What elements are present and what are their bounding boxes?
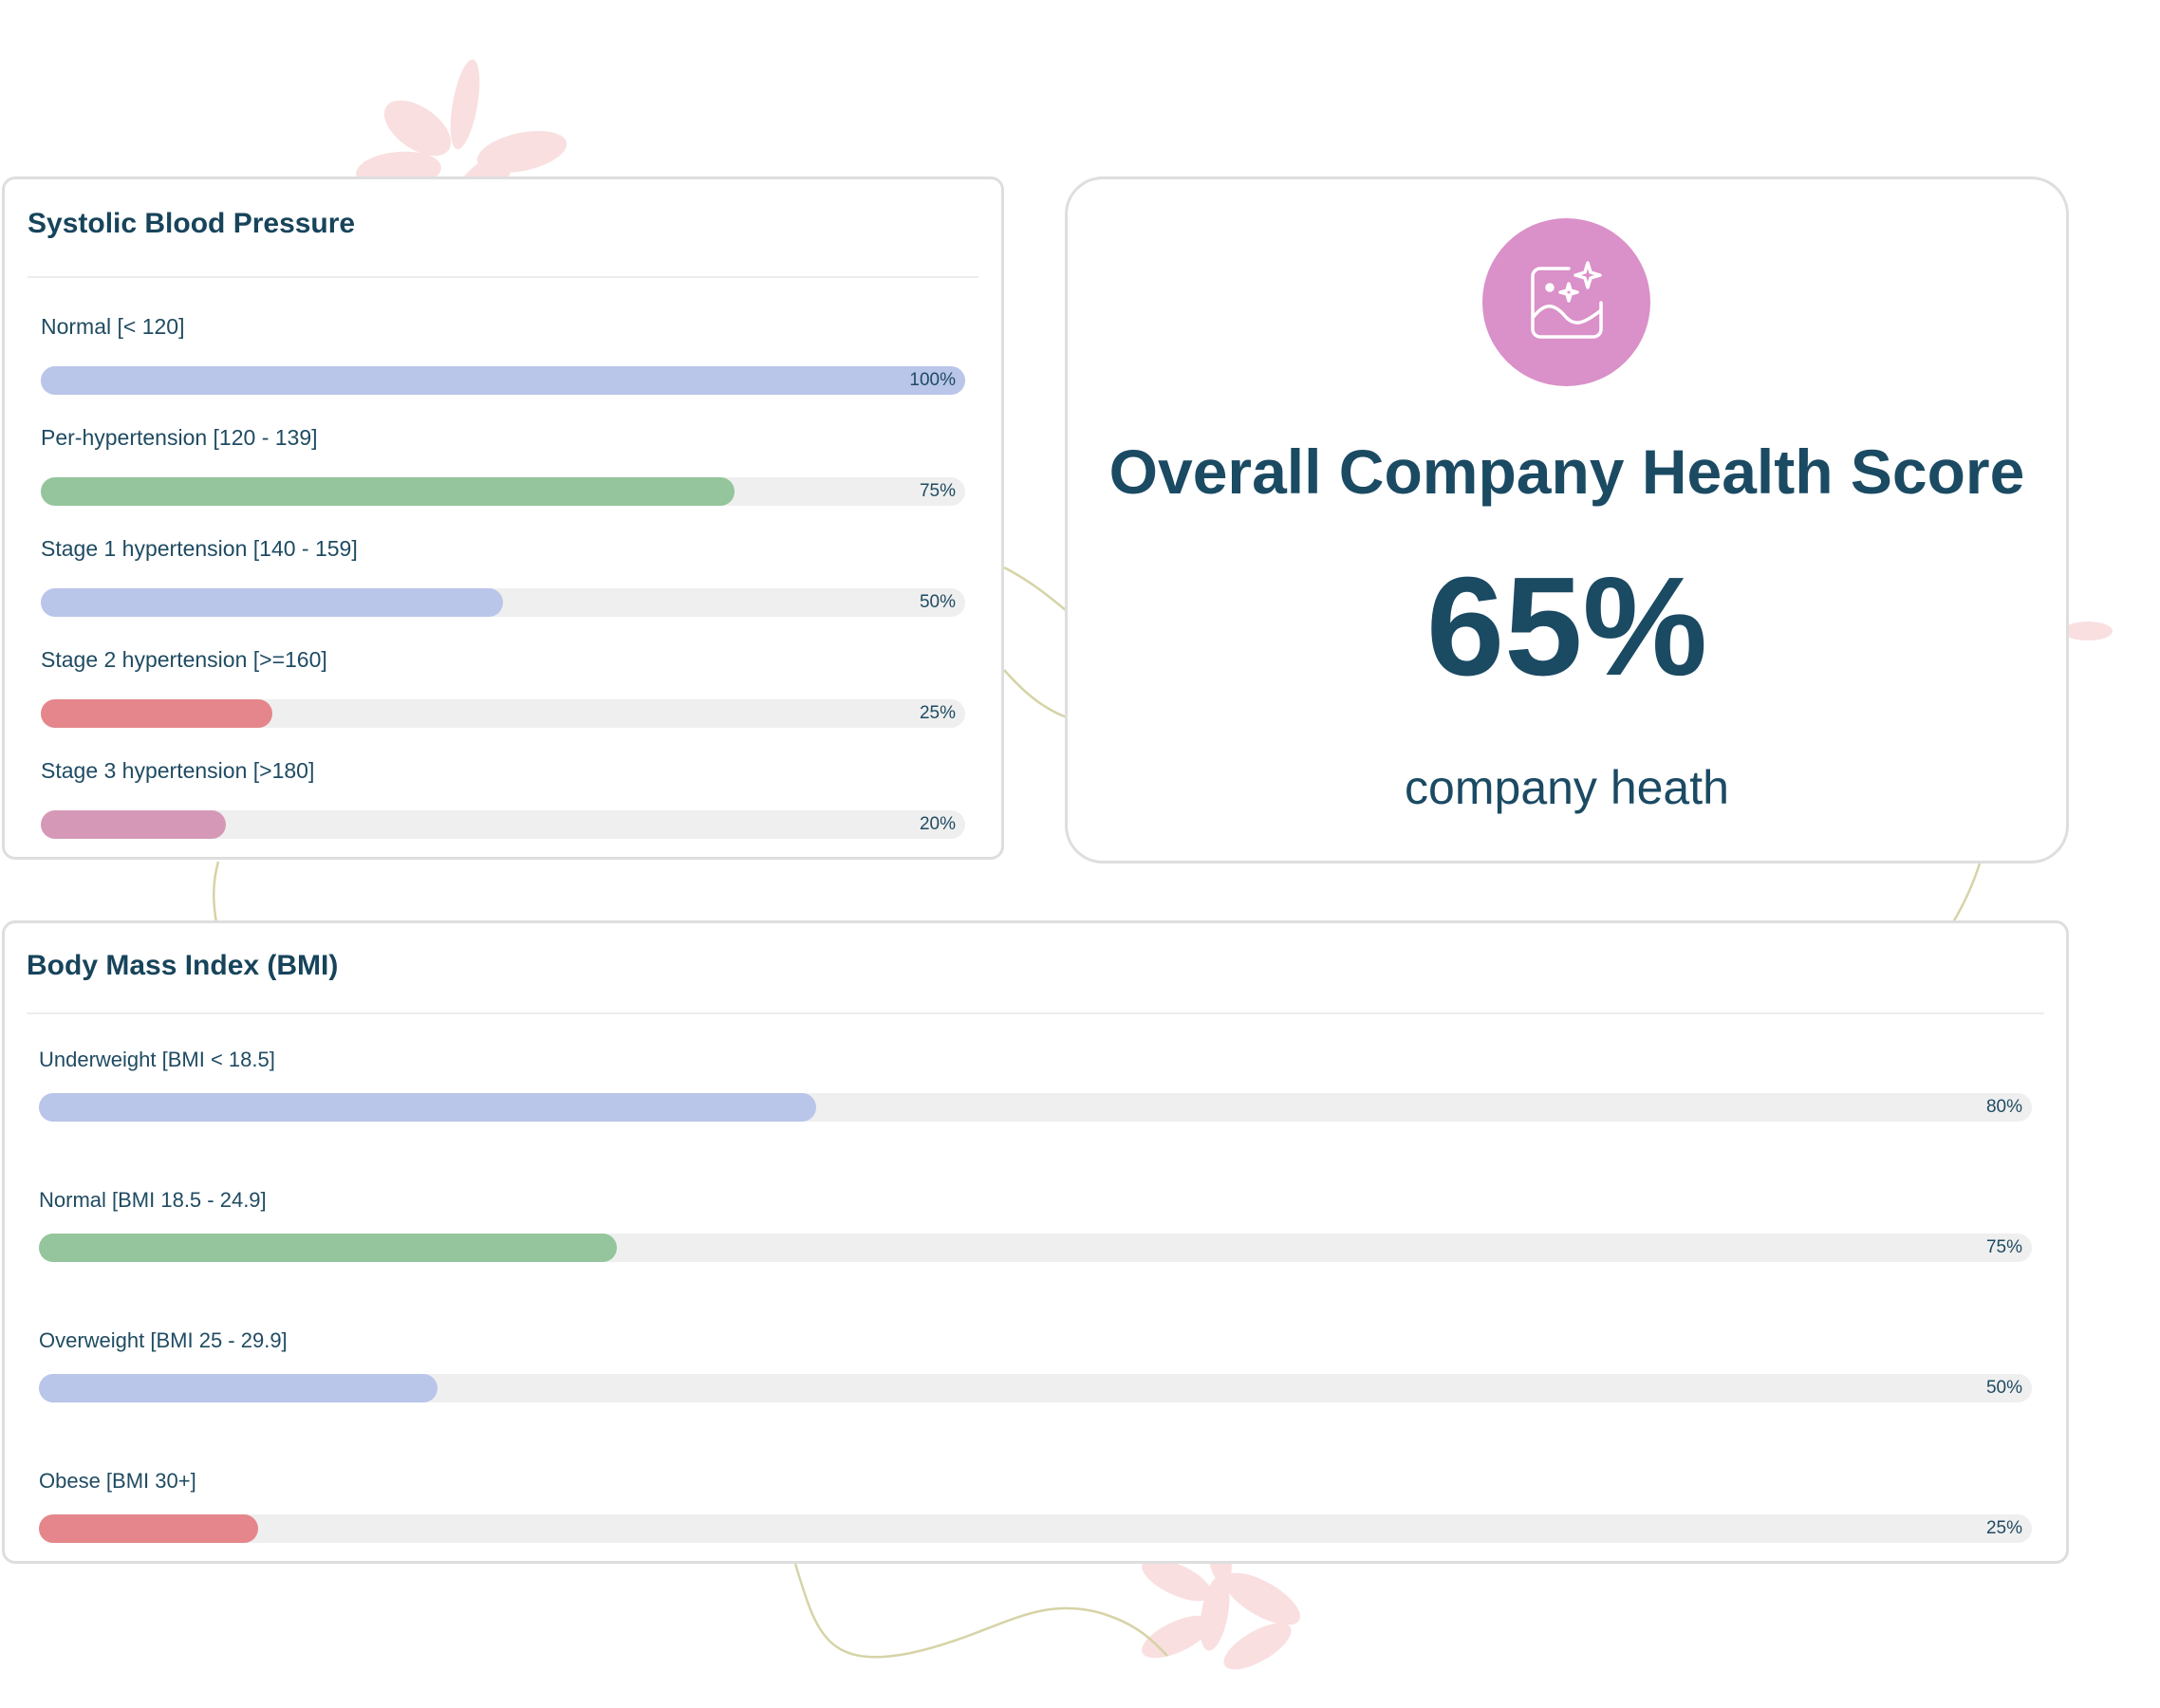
progress-fill <box>41 588 503 617</box>
progress-percent: 20% <box>919 814 956 834</box>
progress-track: 25% <box>41 699 965 728</box>
progress-fill <box>39 1374 438 1402</box>
health-score-card: Overall Company Health Score 65% company… <box>1065 176 2069 863</box>
body-mass-index-card: Body Mass Index (BMI) Underweight [BMI <… <box>2 920 2069 1564</box>
metric-row: Underweight [BMI < 18.5] 80% <box>39 1048 2032 1122</box>
systolic-card-divider <box>28 276 978 278</box>
progress-percent: 80% <box>1985 1097 2022 1117</box>
petal-decoration <box>2063 622 2113 640</box>
metric-row: Obese [BMI 30+] 25% <box>39 1469 2032 1543</box>
systolic-card-title: Systolic Blood Pressure <box>28 208 356 239</box>
metric-label: Stage 2 hypertension [>=160] <box>41 647 327 672</box>
progress-percent: 25% <box>1985 1518 2022 1538</box>
progress-track: 50% <box>39 1374 2032 1402</box>
health-score-title: Overall Company Health Score <box>1108 436 2025 507</box>
metric-label: Normal [< 120] <box>41 314 185 339</box>
metric-label: Overweight [BMI 25 - 29.9] <box>39 1328 288 1352</box>
health-score-value: 65% <box>1425 548 1708 705</box>
progress-fill <box>39 1234 617 1262</box>
progress-fill <box>41 366 965 395</box>
metric-row: Stage 3 hypertension [>180] 20% <box>41 758 965 839</box>
progress-percent: 75% <box>919 481 956 501</box>
metric-row: Normal [< 120] 100% <box>41 314 965 395</box>
bmi-card-divider <box>27 1012 2044 1014</box>
systolic-blood-pressure-card: Systolic Blood Pressure Normal [< 120] 10… <box>2 176 1004 860</box>
metric-row: Stage 2 hypertension [>=160] 25% <box>41 647 965 728</box>
progress-percent: 50% <box>1985 1378 2022 1398</box>
progress-track: 75% <box>41 477 965 506</box>
progress-track: 20% <box>41 810 965 839</box>
metric-label: Underweight [BMI < 18.5] <box>39 1048 275 1071</box>
metric-row: Stage 1 hypertension [140 - 159] 50% <box>41 536 965 617</box>
metric-label: Obese [BMI 30+] <box>39 1469 196 1493</box>
progress-track: 50% <box>41 588 965 617</box>
health-score-caption: company heath <box>1405 761 1729 814</box>
metric-row: Overweight [BMI 25 - 29.9] 50% <box>39 1328 2032 1402</box>
metric-label: Normal [BMI 18.5 - 24.9] <box>39 1188 267 1212</box>
progress-track: 25% <box>39 1514 2032 1543</box>
progress-fill <box>39 1514 258 1543</box>
progress-percent: 50% <box>919 592 956 612</box>
progress-track: 100% <box>41 366 965 395</box>
metric-row: Normal [BMI 18.5 - 24.9] 75% <box>39 1188 2032 1262</box>
metric-row: Per-hypertension [120 - 139] 75% <box>41 425 965 506</box>
progress-track: 80% <box>39 1093 2032 1122</box>
progress-fill <box>41 477 735 506</box>
progress-percent: 100% <box>909 370 956 390</box>
progress-fill <box>41 699 272 728</box>
progress-percent: 75% <box>1985 1237 2022 1257</box>
metric-label: Stage 1 hypertension [140 - 159] <box>41 536 358 561</box>
progress-percent: 25% <box>919 703 956 723</box>
progress-track: 75% <box>39 1234 2032 1262</box>
metric-label: Stage 3 hypertension [>180] <box>41 758 315 783</box>
progress-fill <box>41 810 226 839</box>
metric-label: Per-hypertension [120 - 139] <box>41 425 318 450</box>
image-sparkle-icon <box>1482 218 1650 386</box>
bmi-card-title: Body Mass Index (BMI) <box>27 950 339 981</box>
progress-fill <box>39 1093 816 1122</box>
